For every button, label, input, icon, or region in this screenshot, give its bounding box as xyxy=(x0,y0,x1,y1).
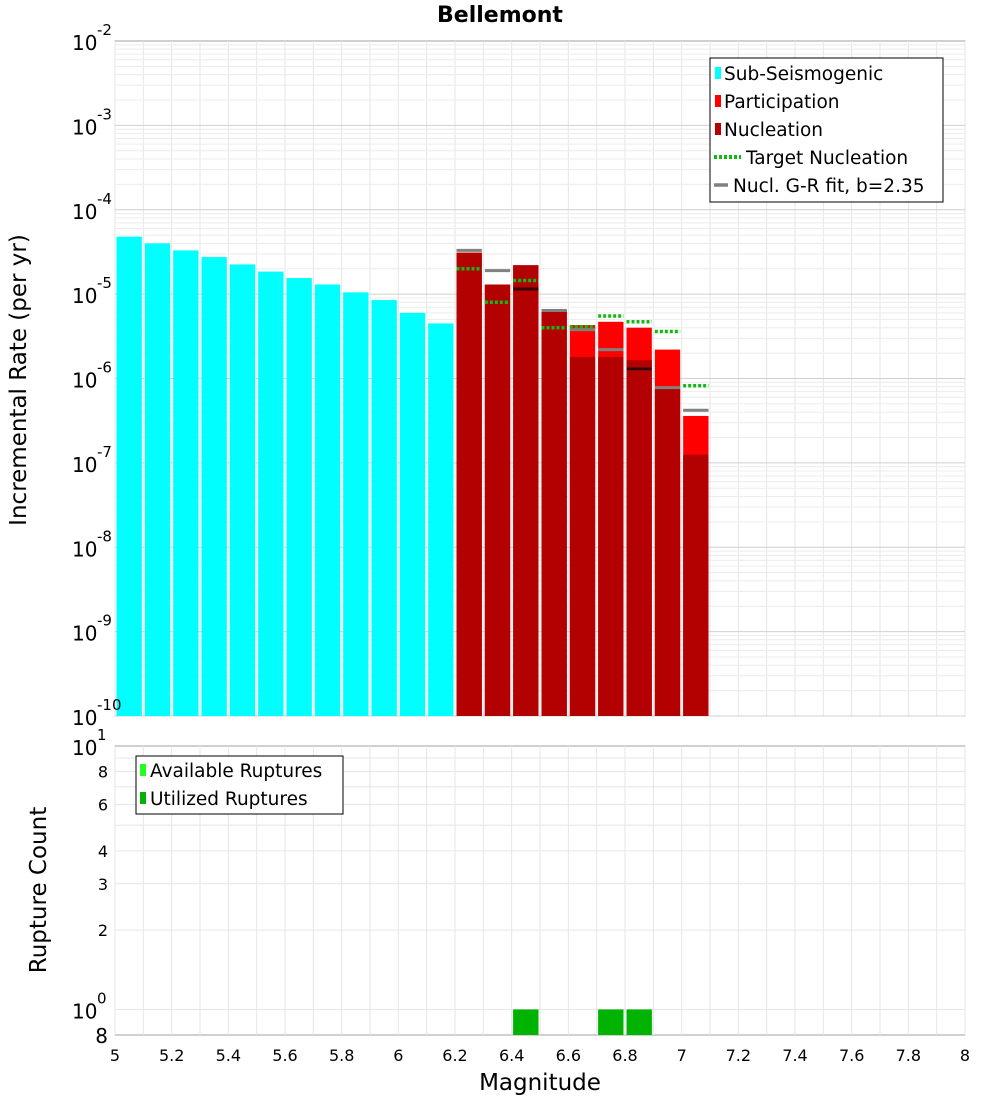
y-tick-exponent: 0 xyxy=(97,989,107,1007)
x-tick-label: 5 xyxy=(110,1046,120,1065)
legend-label-participation: Participation xyxy=(724,92,840,113)
y-tick-label: 10 xyxy=(72,115,97,139)
utilized-ruptures-bar xyxy=(626,1009,652,1035)
legend-swatch-participation xyxy=(715,95,721,107)
x-tick-label: 8 xyxy=(960,1046,970,1065)
y-tick-exponent: -2 xyxy=(97,21,112,39)
x-tick-label: 5.8 xyxy=(329,1046,354,1065)
y-tick-exponent: -5 xyxy=(97,274,112,292)
sub-seismogenic-bar xyxy=(173,250,199,717)
sub-seismogenic-bar xyxy=(399,312,426,716)
y-tick-label: 10 xyxy=(72,736,97,760)
y-tick-label: 4 xyxy=(98,842,108,861)
y-tick-exponent: -8 xyxy=(97,527,112,545)
nucleation-bar xyxy=(513,265,539,716)
legend-swatch-utilized xyxy=(140,792,146,804)
nucleation-bar xyxy=(626,360,652,716)
y-tick-label: 8 xyxy=(98,763,108,782)
legend-swatch-nucleation xyxy=(715,123,721,135)
count-legend[interactable]: Available Ruptures Utilized Ruptures xyxy=(135,755,344,815)
x-tick-label: 6.8 xyxy=(612,1046,637,1065)
sub-seismogenic-bar xyxy=(258,271,284,716)
y-tick-exponent: -10 xyxy=(97,696,122,714)
chart-title: Bellemont xyxy=(437,3,563,28)
x-tick-label: 6.2 xyxy=(442,1046,467,1065)
x-tick-label: 5.6 xyxy=(272,1046,297,1065)
y-tick-exponent: -7 xyxy=(97,443,112,461)
nucleation-bar xyxy=(654,389,681,716)
nucleation-bar xyxy=(456,252,482,716)
legend-label-sub-seismogenic: Sub-Seismogenic xyxy=(724,64,883,85)
x-tick-label: 7.6 xyxy=(839,1046,864,1065)
count-y-axis-label: Rupture Count xyxy=(26,807,52,973)
nucleation-bar xyxy=(569,356,596,716)
legend-label-utilized: Utilized Ruptures xyxy=(150,789,308,810)
rate-y-axis-label: Incremental Rate (per yr) xyxy=(6,234,32,526)
x-tick-label: 6 xyxy=(393,1046,403,1065)
sub-seismogenic-bar xyxy=(314,284,341,716)
y-tick-label: 2 xyxy=(98,921,108,940)
y-tick-label: 10 xyxy=(72,537,97,561)
y-tick-label: 10 xyxy=(72,706,97,730)
legend-label-nucleation: Nucleation xyxy=(724,120,823,141)
x-tick-label: 7 xyxy=(677,1046,687,1065)
nucleation-bar xyxy=(484,284,511,716)
y-tick-label: 8 xyxy=(95,1024,108,1048)
x-tick-label: 6.6 xyxy=(556,1046,581,1065)
utilized-ruptures-bar xyxy=(513,1009,539,1035)
sub-seismogenic-bar xyxy=(428,323,454,716)
sub-seismogenic-bar xyxy=(201,257,227,716)
y-tick-label: 10 xyxy=(72,369,97,393)
rate-bars xyxy=(116,236,709,717)
y-tick-exponent: -9 xyxy=(97,612,112,630)
y-tick-label: 3 xyxy=(98,875,108,894)
legend-swatch-available xyxy=(140,764,146,776)
nucleation-bar xyxy=(541,311,567,716)
y-tick-label: 10 xyxy=(72,284,97,308)
y-tick-label: 10 xyxy=(72,999,97,1023)
sub-seismogenic-bar xyxy=(286,278,312,716)
legend-label-gr-fit: Nucl. G-R fit, b=2.35 xyxy=(733,176,925,197)
sub-seismogenic-bar xyxy=(343,292,369,716)
nucleation-bar xyxy=(683,454,709,716)
y-tick-exponent: 1 xyxy=(97,726,107,744)
x-tick-label: 7.2 xyxy=(726,1046,751,1065)
x-axis-label: Magnitude xyxy=(479,1070,601,1096)
y-tick-label: 10 xyxy=(72,453,97,477)
y-tick-label: 10 xyxy=(72,622,97,646)
y-tick-label: 10 xyxy=(72,31,97,55)
x-tick-label: 6.4 xyxy=(499,1046,524,1065)
y-tick-exponent: -3 xyxy=(97,105,112,123)
rate-legend[interactable]: Sub-Seismogenic Participation Nucleation… xyxy=(709,57,944,203)
sub-seismogenic-bar xyxy=(371,300,397,716)
count-x-ticks: 5 5.2 5.4 5.6 5.8 6 6.2 6.4 6.6 6.8 7 7.2 7.4 7.6 7.8 8 xyxy=(110,1046,970,1065)
y-tick-exponent: -6 xyxy=(97,359,112,377)
y-tick-label: 6 xyxy=(98,795,108,814)
y-tick-exponent: -4 xyxy=(97,190,112,208)
sub-seismogenic-bar xyxy=(144,243,171,717)
x-tick-label: 5.4 xyxy=(216,1046,241,1065)
legend-label-target-nucleation: Target Nucleation xyxy=(745,148,908,169)
x-tick-label: 7.4 xyxy=(782,1046,807,1065)
rate-step-lines xyxy=(456,248,709,412)
count-bars xyxy=(513,1009,652,1035)
sub-seismogenic-bar xyxy=(229,264,256,716)
x-tick-label: 5.2 xyxy=(159,1046,184,1065)
sub-seismogenic-bar xyxy=(116,236,142,716)
utilized-ruptures-bar xyxy=(598,1009,624,1035)
legend-label-available: Available Ruptures xyxy=(150,761,322,782)
legend-swatch-sub-seismogenic xyxy=(715,67,721,79)
nucleation-bar xyxy=(598,356,624,716)
x-tick-label: 7.8 xyxy=(896,1046,921,1065)
y-tick-label: 10 xyxy=(72,200,97,224)
